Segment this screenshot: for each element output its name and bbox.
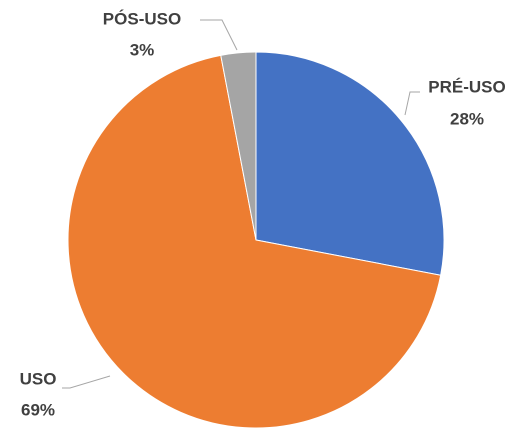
pie-slice bbox=[67, 54, 442, 429]
slice-label: PÓS-USO bbox=[103, 9, 181, 28]
pie-slice bbox=[220, 51, 257, 241]
slice-label: PRÉ-USO bbox=[428, 77, 505, 96]
slice-label: USO bbox=[20, 369, 57, 388]
slice-value-label: 3% bbox=[130, 40, 155, 59]
leader-line bbox=[404, 91, 420, 116]
slice-value-label: 28% bbox=[450, 109, 484, 128]
slice-value-label: 69% bbox=[21, 400, 55, 419]
leader-line bbox=[62, 375, 111, 389]
pie-slice bbox=[255, 51, 445, 276]
leader-line bbox=[200, 19, 238, 51]
